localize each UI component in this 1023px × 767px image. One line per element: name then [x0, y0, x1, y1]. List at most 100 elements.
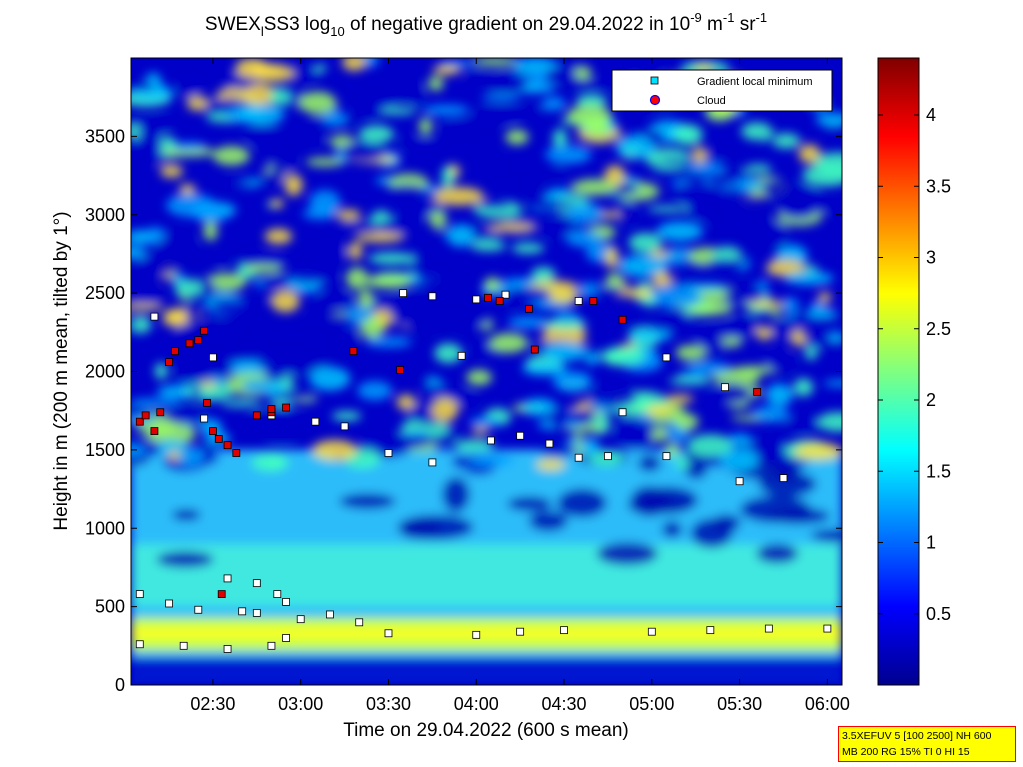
- legend-marker-cloud: [649, 94, 661, 106]
- colorbar-tick-label: 2.5: [926, 319, 951, 339]
- gradient-min-marker: [560, 626, 568, 635]
- colorbar: [877, 57, 920, 686]
- info-line-2: MB 200 RG 15% TI 0 HI 15: [842, 746, 970, 758]
- gradient-min-marker: [516, 627, 525, 636]
- gradient-min-marker: [399, 289, 408, 298]
- gradient-min-marker: [252, 579, 261, 588]
- cloud-marker: [209, 427, 217, 435]
- gradient-min-marker: [501, 290, 510, 299]
- gradient-min-marker: [223, 645, 232, 653]
- legend-marker-gradient: [650, 76, 659, 85]
- gradient-min-marker: [296, 615, 305, 624]
- y-axis: 0 500 1000 1500 2000 2500 3000 3500: [85, 126, 842, 695]
- parameter-info-box: 3.5XEFUV 5 [100 2500] NH 600 MB 200 RG 1…: [838, 726, 1016, 762]
- y-tick-label: 2500: [85, 283, 125, 303]
- gradient-min-marker: [384, 449, 393, 457]
- gradient-min-marker: [545, 439, 554, 448]
- x-tick-label: 04:00: [454, 694, 499, 714]
- gradient-min-marker: [574, 297, 583, 305]
- x-tick-label: 04:30: [542, 694, 587, 714]
- gradient-min-marker: [486, 436, 495, 445]
- gradient-min-marker: [574, 453, 583, 462]
- info-line-1: 3.5XEFUV 5 [100 2500] NH 600: [842, 730, 992, 742]
- x-tick-label: 02:30: [190, 694, 235, 714]
- cloud-marker: [170, 347, 179, 356]
- gradient-min-marker: [662, 353, 671, 362]
- cloud-marker: [525, 304, 533, 313]
- gradient-min-marker: [282, 634, 290, 642]
- x-axis: 02:30 03:00 03:30 04:00 04:30 05:00 05:30 06:00: [190, 58, 850, 714]
- gradient-min-marker: [604, 452, 612, 461]
- gradient-min-marker: [721, 383, 729, 392]
- colorbar-tick-label: 1: [926, 533, 936, 553]
- cloud-marker: [530, 345, 539, 354]
- gradient-min-marker: [267, 641, 276, 650]
- y-tick-label: 2000: [85, 362, 125, 382]
- colorbar-tick-label: 0.5: [926, 604, 951, 624]
- chart-title: SWEXlSS3 log10 of negative gradient on 2…: [205, 10, 767, 39]
- cloud-marker: [165, 358, 173, 366]
- gradient-min-marker: [823, 624, 832, 633]
- gradient-min-marker: [340, 422, 349, 431]
- cloud-marker: [217, 590, 226, 598]
- x-tick-label: 03:30: [366, 694, 411, 714]
- gradient-min-marker: [252, 608, 261, 617]
- cloud-marker: [589, 297, 598, 305]
- gradient-min-marker: [618, 408, 627, 417]
- colorbar-axis: 0.5 1 1.5 2 2.5 3 3.5 4: [878, 105, 951, 624]
- cloud-marker: [753, 387, 762, 396]
- gradient-min-marker: [516, 431, 525, 440]
- y-tick-label: 0: [115, 675, 125, 695]
- cloud-marker: [349, 347, 358, 356]
- heatmap-field: [131, 58, 842, 685]
- gradient-min-marker: [706, 626, 715, 635]
- gradient-min-marker: [662, 452, 671, 461]
- legend-label-cloud: Cloud: [697, 95, 726, 107]
- colorbar-tick-label: 1.5: [926, 461, 951, 481]
- cloud-marker: [618, 315, 627, 324]
- gradient-min-marker: [165, 599, 173, 608]
- x-tick-label: 05:00: [629, 694, 674, 714]
- gradient-min-marker: [223, 574, 232, 583]
- cloud-marker: [200, 326, 209, 335]
- gradient-min-marker: [135, 640, 144, 649]
- cloud-marker: [185, 339, 194, 348]
- x-axis-label: Time on 29.04.2022 (600 s mean): [343, 720, 629, 741]
- gradient-min-marker: [150, 312, 159, 321]
- cloud-marker: [267, 405, 276, 414]
- gradient-min-marker: [647, 627, 656, 636]
- gradient-min-marker: [135, 590, 144, 598]
- gradient-min-marker: [326, 610, 334, 619]
- cloud-marker: [203, 398, 211, 407]
- y-tick-label: 1000: [85, 518, 125, 538]
- colorbar-tick-label: 2: [926, 390, 936, 410]
- gradient-min-marker: [282, 598, 290, 606]
- gradient-min-marker: [384, 629, 393, 638]
- colorbar-tick-label: 3.5: [926, 176, 951, 196]
- gradient-min-marker: [355, 618, 364, 627]
- cloud-marker: [156, 408, 165, 417]
- cloud-marker: [484, 293, 492, 302]
- gradient-min-marker: [735, 477, 744, 486]
- y-axis-label: Height in m (200 m mean, tilted by 1°): [51, 211, 72, 530]
- gradient-min-marker: [779, 474, 788, 482]
- y-tick-label: 3500: [85, 126, 125, 146]
- gradient-min-marker: [472, 295, 481, 304]
- gradient-min-marker: [428, 292, 437, 301]
- gradient-min-marker: [472, 630, 481, 639]
- legend-box: [611, 69, 833, 112]
- gradient-min-marker: [179, 641, 188, 650]
- x-tick-label: 06:00: [805, 694, 850, 714]
- gradient-min-marker: [311, 417, 320, 426]
- y-tick-label: 1500: [85, 440, 125, 460]
- cloud-marker: [135, 417, 144, 426]
- legend: Gradient local minimum Cloud: [611, 69, 833, 112]
- x-tick-label: 05:30: [717, 694, 762, 714]
- cloud-marker: [396, 366, 405, 374]
- cloud-marker: [232, 449, 241, 457]
- y-tick-label: 3000: [85, 205, 125, 225]
- gradient-min-marker: [273, 590, 282, 598]
- cloud-marker: [150, 427, 159, 435]
- legend-label-gradient: Gradient local minimum: [697, 76, 813, 88]
